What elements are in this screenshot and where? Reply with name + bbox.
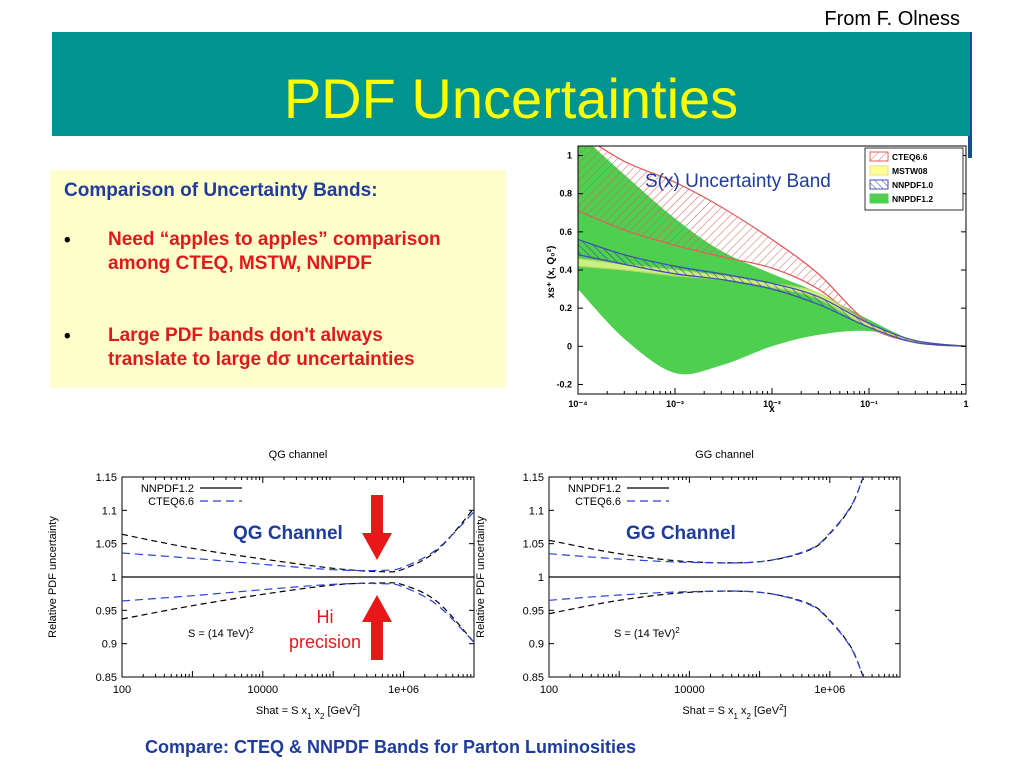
sx-xlabel: x <box>769 404 775 415</box>
sx-legend-label: MSTW08 <box>892 166 928 176</box>
sx-xtick-label: 10⁻¹ <box>860 399 878 409</box>
sx-xtick-label: 1 <box>963 399 968 409</box>
xtick-label: 100 <box>540 684 558 696</box>
sx-legend-label: CTEQ6.6 <box>892 152 928 162</box>
ytick-label: 1.15 <box>523 472 544 484</box>
up-arrow-icon <box>362 595 392 660</box>
ytick-label: 1.05 <box>523 539 544 551</box>
xtick-label: 10000 <box>674 684 705 696</box>
sx-legend: CTEQ6.6 MSTW08 NNPDF1.0 NNPDF1.2 <box>864 147 964 211</box>
ytick-label: 1.05 <box>96 539 117 551</box>
line-nnpdf12-upper <box>122 507 474 573</box>
ytick-label: 0.9 <box>102 639 117 651</box>
ytick-label: 1.1 <box>102 505 117 517</box>
sx-ytick-label: 0.4 <box>559 265 572 275</box>
legend-label: NNPDF1.2 <box>141 483 194 495</box>
ytick-label: 0.9 <box>529 639 544 651</box>
sx-ytick-label: 0 <box>567 341 572 351</box>
hi-precision-label-2: precision <box>289 632 361 652</box>
legend-label: CTEQ6.6 <box>148 496 194 508</box>
xtick-label: 100 <box>113 684 131 696</box>
bullet-text-1: Need “apples to apples” comparison among… <box>108 228 500 276</box>
banner-edge <box>968 136 972 158</box>
bullet-marker: • <box>64 230 71 251</box>
ytick-label: 0.95 <box>96 605 117 617</box>
ytick-label: 0.85 <box>523 672 544 684</box>
sx-legend-swatch <box>869 151 889 162</box>
xtick-label: 1e+06 <box>388 684 419 696</box>
line-cteq66-lower <box>549 590 864 677</box>
comparison-heading: Comparison of Uncertainty Bands: <box>64 180 378 201</box>
bullet-marker: • <box>64 326 71 347</box>
xtick-label: 1e+06 <box>814 684 845 696</box>
hi-precision-label-1: Hi <box>317 607 334 627</box>
sx-legend-swatch <box>869 179 889 190</box>
sx-ylabel: xs⁺ (x, Q₀²) <box>546 246 557 299</box>
line-nnpdf12-lower <box>122 582 474 643</box>
sx-ytick-label: 0.2 <box>559 303 572 313</box>
source-credit: From F. Olness <box>824 8 960 30</box>
line-cteq66-lower <box>122 582 474 643</box>
line-cteq66-upper <box>122 511 474 572</box>
channel-overlay-label: GG Channel <box>626 523 736 544</box>
sx-ytick-label: 0.8 <box>559 189 572 199</box>
energy-label: S = (14 TeV)2 <box>188 626 254 641</box>
bullet-1-line-1: Need “apples to apples” comparison <box>108 229 441 250</box>
sx-ytick-label: 0.6 <box>559 227 572 237</box>
xlabel: Shat = S x1 x2 [GeV2] <box>682 703 786 721</box>
ytick-label: 1 <box>538 572 544 584</box>
sx-xtick-label: 10⁻³ <box>666 399 684 409</box>
ytick-label: 0.85 <box>96 672 117 684</box>
chart-title: GG channel <box>695 449 754 461</box>
sx-legend-label: NNPDF1.2 <box>892 194 933 204</box>
gg-channel-chart: GG channel 0.85 0.9 0.95 1 1.05 1.1 1.15 100 1000… <box>475 449 901 721</box>
line-cteq66-upper <box>549 477 864 564</box>
line-nnpdf12-lower <box>549 590 864 677</box>
sx-xtick-label: 10⁻⁴ <box>568 399 587 409</box>
qg-channel-chart: QG channel 0.85 0.9 0.95 1 1.05 1.1 1.15 100 1000… <box>47 449 475 721</box>
down-arrow-icon <box>362 495 392 560</box>
bullet-1-line-2: among CTEQ, MSTW, NNPDF <box>108 253 372 274</box>
sx-overlay-label: S(x) Uncertainty Band <box>645 171 831 192</box>
sx-legend-swatch <box>869 165 889 176</box>
channel-overlay-label: QG Channel <box>233 523 343 544</box>
sx-xtick-label: 10⁻² <box>763 399 781 409</box>
xtick-label: 10000 <box>248 684 279 696</box>
slide-title: PDF Uncertainties <box>283 67 739 130</box>
sx-uncertainty-chart: -0.2 0 0.2 0.4 0.6 0.8 1 10⁻⁴ 10⁻³ 10⁻² 10⁻¹ 1 xs⁺ … <box>546 145 969 415</box>
ytick-label: 1 <box>111 572 117 584</box>
bullet-text-2: Large PDF bands don't always translate t… <box>108 324 500 372</box>
title-banner: PDF Uncertainties <box>52 32 972 136</box>
footer-caption: Compare: CTEQ & NNPDF Bands for Parton L… <box>145 737 637 757</box>
comparison-box: Comparison of Uncertainty Bands: • Need … <box>50 170 506 388</box>
sx-ytick-label: -0.2 <box>556 379 572 389</box>
bullet-2-line-2: translate to large dσ uncertainties <box>108 349 415 370</box>
legend-label: CTEQ6.6 <box>575 496 621 508</box>
energy-label: S = (14 TeV)2 <box>614 626 680 641</box>
xlabel: Shat = S x1 x2 [GeV2] <box>256 703 360 721</box>
sx-legend-label: NNPDF1.0 <box>892 180 933 190</box>
sx-legend-swatch <box>869 193 889 204</box>
ytick-label: 1.1 <box>529 505 544 517</box>
ytick-label: 1.15 <box>96 472 117 484</box>
ytick-label: 0.95 <box>523 605 544 617</box>
sx-ytick-label: 1 <box>567 151 572 161</box>
ylabel: Relative PDF uncertainty <box>475 516 487 638</box>
bullet-2-line-1: Large PDF bands don't always <box>108 325 383 346</box>
chart-title: QG channel <box>269 449 328 461</box>
ylabel: Relative PDF uncertainty <box>47 516 59 638</box>
sx-band-nnpdf12 <box>578 146 966 375</box>
legend-label: NNPDF1.2 <box>568 483 621 495</box>
